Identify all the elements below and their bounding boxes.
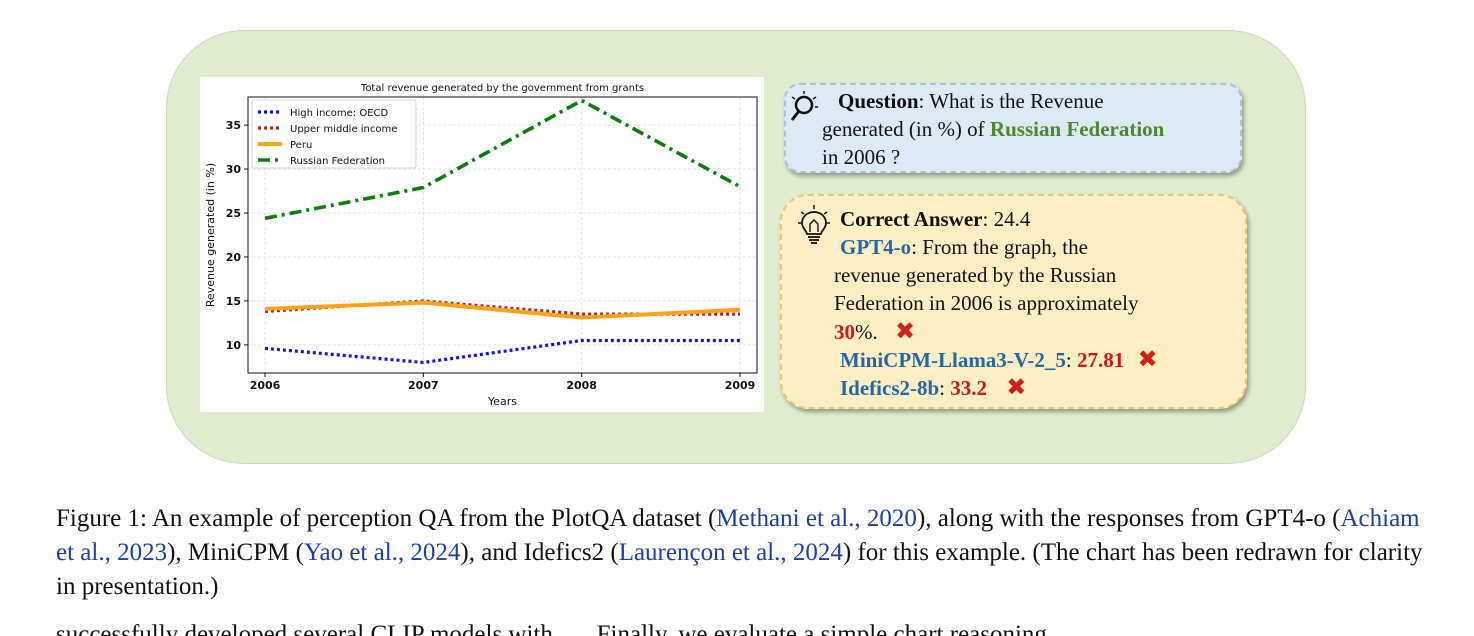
minicpm-line: MiniCPM-Llama3-V-2_5: 27.81 ✖ — [840, 345, 1158, 374]
citation-methani[interactable]: Methani et al., 2020 — [716, 505, 917, 532]
lightbulb-icon — [798, 205, 830, 244]
answer-box: Correct Answer: 24.4 GPT4-o: From the gr… — [780, 194, 1247, 409]
y-tick-label: 15 — [226, 295, 241, 308]
question-text-1: : What is the Revenue — [918, 89, 1104, 113]
question-box: Question: What is the Revenue generated … — [784, 83, 1242, 173]
gpt-value: 30 — [834, 320, 855, 344]
chart-title: Total revenue generated by the governmen… — [360, 83, 644, 94]
body-text-partial: successfully developed several CLIP mode… — [56, 621, 1072, 636]
y-tick-label: 35 — [226, 119, 241, 132]
citation-achiam[interactable]: Achiam et al., 2023 — [56, 505, 1420, 566]
wrong-mark-icon: ✖ — [1006, 373, 1027, 401]
figure-caption: Figure 1: An example of perception QA fr… — [56, 502, 1426, 604]
magnifier-icon — [790, 91, 818, 121]
legend-box — [251, 99, 417, 169]
x-tick-label: 2009 — [725, 379, 756, 392]
legend-label: Peru — [290, 140, 312, 151]
caption-text-1: Figure 1: An example of perception QA fr… — [56, 505, 717, 532]
question-label: Question — [838, 89, 919, 113]
question-line-1: Question: What is the Revenue — [838, 87, 1104, 115]
plot-frame — [247, 96, 758, 374]
y-tick-label: 25 — [226, 207, 241, 220]
citation-yao[interactable]: Yao et al., 2024 — [303, 539, 461, 566]
wrong-mark-icon: ✖ — [1137, 345, 1158, 373]
x-tick-label: 2008 — [566, 379, 597, 392]
wrong-mark-icon: ✖ — [895, 317, 916, 345]
question-text-2: generated (in %) of — [822, 117, 990, 141]
legend-label: Upper middle income — [290, 124, 397, 135]
citation-laurencon[interactable]: Laurençon et al., 2024 — [618, 539, 843, 566]
idefics-value: 33.2 — [950, 376, 988, 400]
minicpm-model-name: MiniCPM-Llama3-V-2_5 — [840, 348, 1066, 372]
gpt-model-name: GPT4-o — [840, 235, 912, 259]
caption-text-5: ) for this example. (The chart has been … — [56, 539, 1423, 600]
series-line-peru — [264, 300, 741, 320]
idefics-line: Idefics2-8b: 33.2 ✖ — [840, 373, 1026, 402]
y-tick-label: 30 — [226, 163, 242, 176]
legend-label: High income: OECD — [290, 108, 389, 119]
caption-text-2: ), along with the responses from GPT4-o … — [916, 505, 1341, 532]
y-tick-label: 10 — [226, 339, 242, 352]
idefics-model-name: Idefics2-8b — [840, 376, 940, 400]
minicpm-value: 27.81 — [1077, 348, 1125, 372]
gpt-line-2: revenue generated by the Russian — [834, 263, 1117, 287]
minicpm-sep: : — [1065, 348, 1077, 372]
gpt-text-1: : From the graph, the — [911, 235, 1088, 259]
series-line-high-income-oecd — [264, 338, 740, 365]
x-tick-label: 2006 — [250, 379, 281, 392]
idefics-sep: : — [939, 376, 951, 400]
gpt-line-4: 30%. ✖ — [834, 317, 915, 346]
body-text-cutoff: successfully developed several CLIP mode… — [56, 618, 1426, 636]
x-tick-label: 2007 — [408, 379, 439, 392]
gpt-line-1: GPT4-o: From the graph, the — [840, 233, 1088, 261]
x-axis-label: Years — [487, 395, 517, 408]
legend-label: Russian Federation — [290, 156, 385, 167]
question-line-2: generated (in %) of Russian Federation — [822, 115, 1164, 143]
correct-answer-label: Correct Answer — [840, 207, 983, 231]
series-line-russian-federation — [264, 98, 741, 221]
line-chart: 10 15 20 25 30 35 2006 2007 2008 2009 Total revenu… — [200, 77, 764, 412]
y-tick-label: 20 — [226, 251, 242, 264]
caption-text-3: ), MiniCPM ( — [167, 539, 304, 566]
gpt-suffix: %. — [855, 320, 878, 344]
correct-answer-line: Correct Answer: 24.4 — [840, 205, 1030, 233]
correct-answer-value: : 24.4 — [982, 207, 1031, 231]
caption-text-4: ), and Idefics2 ( — [460, 539, 619, 566]
y-axis-label: Revenue generated (in %) — [204, 163, 217, 307]
question-entity: Russian Federation — [989, 117, 1165, 141]
question-line-3: in 2006 ? — [822, 145, 901, 169]
gpt-line-3: Federation in 2006 is approximately — [834, 291, 1139, 315]
chart-svg: 10 15 20 25 30 35 2006 2007 2008 2009 Total revenu… — [204, 83, 758, 408]
